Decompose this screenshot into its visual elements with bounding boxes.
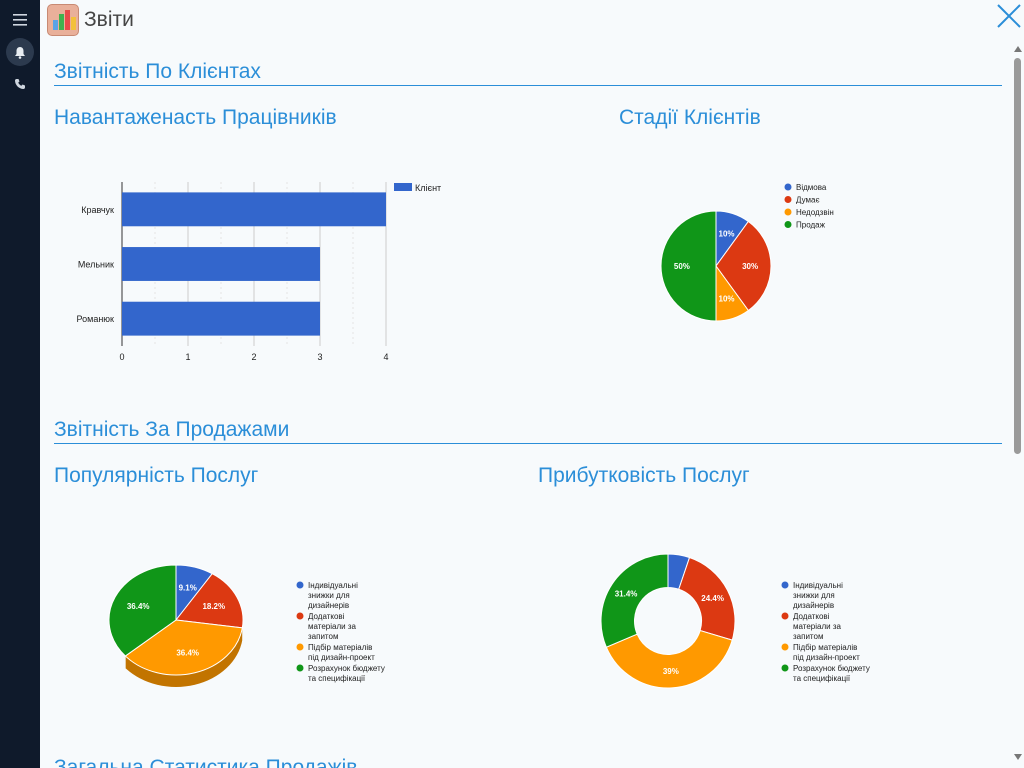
chart-title-stages: Стадії Клієнтів xyxy=(619,106,761,129)
pie-value-label: 10% xyxy=(719,294,735,303)
pie-value-label: 18.2% xyxy=(202,602,225,611)
content-scrollbar[interactable] xyxy=(1013,44,1022,764)
section-title-sales: Звітність За Продажами xyxy=(54,418,290,441)
scroll-up-arrow-icon[interactable] xyxy=(1014,46,1022,52)
pie-slice xyxy=(600,553,669,648)
legend-label: Продаж xyxy=(796,221,826,230)
legend-dot xyxy=(784,208,792,216)
legend-dot xyxy=(781,643,789,651)
legend-dot xyxy=(296,581,304,589)
tick-label: 4 xyxy=(383,352,388,362)
pie-value-label: 9.1% xyxy=(179,583,197,592)
legend-label: Відмова xyxy=(796,183,827,192)
donut-slices xyxy=(600,553,736,689)
chart-title-workload: Навантаженасть Працівників xyxy=(54,106,337,129)
pie-value-label: 39% xyxy=(663,667,679,676)
legend-label: Розрахунок бюджету та специфікації xyxy=(793,664,870,683)
pie-value-label: 30% xyxy=(742,262,758,271)
reports-app-icon xyxy=(47,4,79,36)
legend-dot xyxy=(296,612,304,620)
legend-dot xyxy=(784,221,792,228)
scroll-down-arrow-icon[interactable] xyxy=(1014,754,1022,760)
pie-value-label: 31.4% xyxy=(615,589,638,598)
donut-value-labels: 24.4% 39% 31.4% xyxy=(615,589,724,676)
chart-legend: Клієнт xyxy=(394,183,441,193)
bar xyxy=(122,247,320,281)
bell-icon[interactable] xyxy=(6,38,34,66)
legend-label: Додаткові матеріали за запитом xyxy=(793,612,842,641)
stages-pie-chart: 10% 30% 10% 50% Відмова Думає Недодзвін Продаж xyxy=(660,183,834,322)
scrollbar-thumb[interactable] xyxy=(1014,58,1021,454)
legend-dot xyxy=(781,612,789,620)
chart-title-profitability: Прибутковість Послуг xyxy=(538,464,750,487)
tick-label: 3 xyxy=(317,352,322,362)
close-icon[interactable] xyxy=(996,3,1022,29)
chart-legend: Індивідуальні знижки для дизайнерівДодатко… xyxy=(296,581,385,683)
pie-value-label: 36.4% xyxy=(127,602,150,611)
pie-value-label: 36.4% xyxy=(176,649,199,658)
chart-legend: Індивідуальні знижки для дизайнерівДодатко… xyxy=(781,581,870,683)
chart-category-labels: Кравчук Мельник Романюк xyxy=(77,205,115,324)
legend-label: Підбір матеріалів під дизайн-проект xyxy=(308,643,375,662)
legend-label: Підбір матеріалів під дизайн-проект xyxy=(793,643,860,662)
pie-value-labels: 9.1% 18.2% 36.4% 36.4% xyxy=(127,583,225,657)
pie-value-labels: 10% 30% 10% 50% xyxy=(674,230,758,304)
legend-dot xyxy=(784,183,792,191)
chart-title-popularity: Популярність Послуг xyxy=(54,464,259,487)
category-label: Кравчук xyxy=(81,205,114,215)
profitability-donut-chart: 24.4% 39% 31.4% Індивідуальні знижки для диз… xyxy=(600,553,870,689)
legend-dot xyxy=(784,196,792,203)
pie-slice xyxy=(124,619,243,676)
tick-label: 0 xyxy=(119,352,124,362)
phone-icon[interactable] xyxy=(6,70,34,98)
legend-label: Думає xyxy=(796,196,820,205)
pie-value-label: 10% xyxy=(719,230,735,239)
legend-dot xyxy=(296,643,304,651)
section-title-clients: Звітність По Клієнтах xyxy=(54,60,261,83)
section-title-overall: Загальна Статистика Продажів xyxy=(54,756,358,768)
legend-label: Клієнт xyxy=(415,183,441,193)
chart-bars xyxy=(122,192,386,336)
legend-label: Індивідуальні знижки для дизайнерів xyxy=(793,581,843,610)
pie-slices xyxy=(108,564,244,687)
pie-slice xyxy=(660,210,717,322)
chart-legend: Відмова Думає Недодзвін Продаж xyxy=(784,183,834,230)
bar xyxy=(122,301,320,336)
legend-label: Додаткові матеріали за запитом xyxy=(308,612,357,641)
pie-slice xyxy=(605,629,733,689)
section-divider xyxy=(54,443,1002,444)
page-title: Звіти xyxy=(84,8,134,31)
tick-label: 1 xyxy=(185,352,190,362)
reports-content: Звітність По Клієнтах Навантаженасть Пра… xyxy=(40,40,1010,768)
legend-dot xyxy=(296,664,304,672)
pie-value-label: 24.4% xyxy=(701,594,724,603)
bar xyxy=(122,192,386,227)
pie-slice xyxy=(715,220,772,312)
legend-label: Недодзвін xyxy=(796,208,834,217)
pie-slices xyxy=(660,210,772,322)
pie-value-label: 50% xyxy=(674,262,690,271)
left-sidebar xyxy=(0,0,40,768)
tick-label: 2 xyxy=(251,352,256,362)
app-header: Звіти xyxy=(40,0,1024,40)
pie-slice xyxy=(108,564,177,657)
legend-label: Індивідуальні знижки для дизайнерів xyxy=(308,581,358,610)
legend-label: Розрахунок бюджету та специфікації xyxy=(308,664,385,683)
section-divider xyxy=(54,85,1002,86)
pie-slice xyxy=(175,573,244,629)
pie-slice xyxy=(678,556,736,641)
workload-bar-chart: Кравчук Мельник Романюк 0 1 2 3 4 Клієнт xyxy=(77,182,441,362)
menu-icon[interactable] xyxy=(6,6,34,34)
category-label: Мельник xyxy=(78,260,114,270)
legend-dot xyxy=(781,581,789,589)
chart-tick-labels: 0 1 2 3 4 xyxy=(119,352,388,362)
legend-dot xyxy=(781,664,789,672)
legend-swatch xyxy=(394,183,412,191)
category-label: Романюк xyxy=(77,314,115,324)
popularity-pie-chart: 9.1% 18.2% 36.4% 36.4% Індивідуальні знижки … xyxy=(108,564,385,687)
